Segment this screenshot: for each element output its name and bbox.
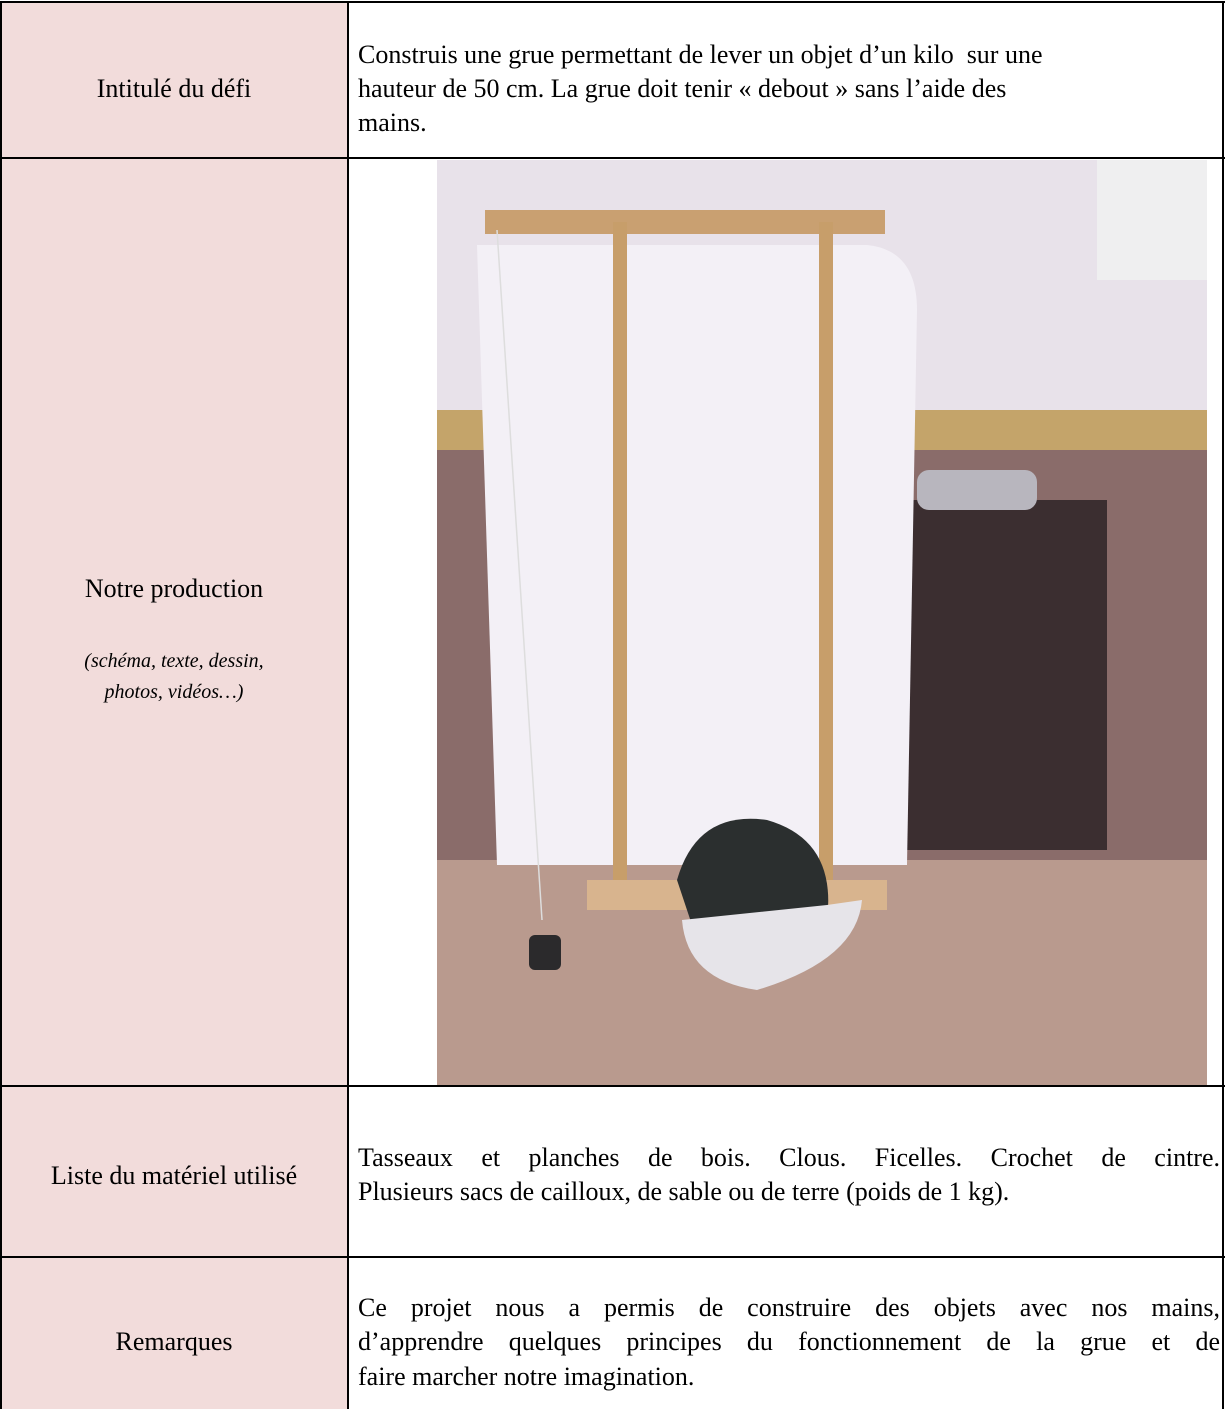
note-line: (schéma, texte, dessin, (84, 650, 264, 672)
rule (0, 1085, 1225, 1087)
rule (347, 1, 349, 1409)
text-line: Plusieurs sacs de cailloux, de sable ou … (358, 1177, 1010, 1206)
text-line: faire marcher notre imagination. (358, 1362, 695, 1391)
text-line: d’apprendre quelques principes du foncti… (358, 1327, 1220, 1356)
rule (0, 1256, 1225, 1258)
row-label: Liste du matériel utilisé (50, 1161, 298, 1190)
rule (0, 157, 1225, 159)
note-line: photos, vidéos…) (104, 681, 244, 703)
text-line: Ce projet nous a permis de construire de… (358, 1293, 1220, 1322)
text-line: Tasseaux et planches de bois. Clous. Fic… (358, 1143, 1220, 1172)
text-line: hauteur de 50 cm. La grue doit tenir « d… (358, 74, 1007, 103)
rule (0, 1, 2, 1409)
photo (437, 160, 1207, 1085)
row-label: Remarques (115, 1327, 233, 1356)
rule (1222, 1, 1224, 1409)
row-label: Intitulé du défi (96, 74, 252, 103)
text-line: Construis une grue permettant de lever u… (358, 40, 1043, 69)
row-label: Notre production (84, 574, 264, 603)
rule (0, 1, 1225, 3)
label-column (1, 2, 348, 1409)
text-line: mains. (358, 108, 427, 137)
